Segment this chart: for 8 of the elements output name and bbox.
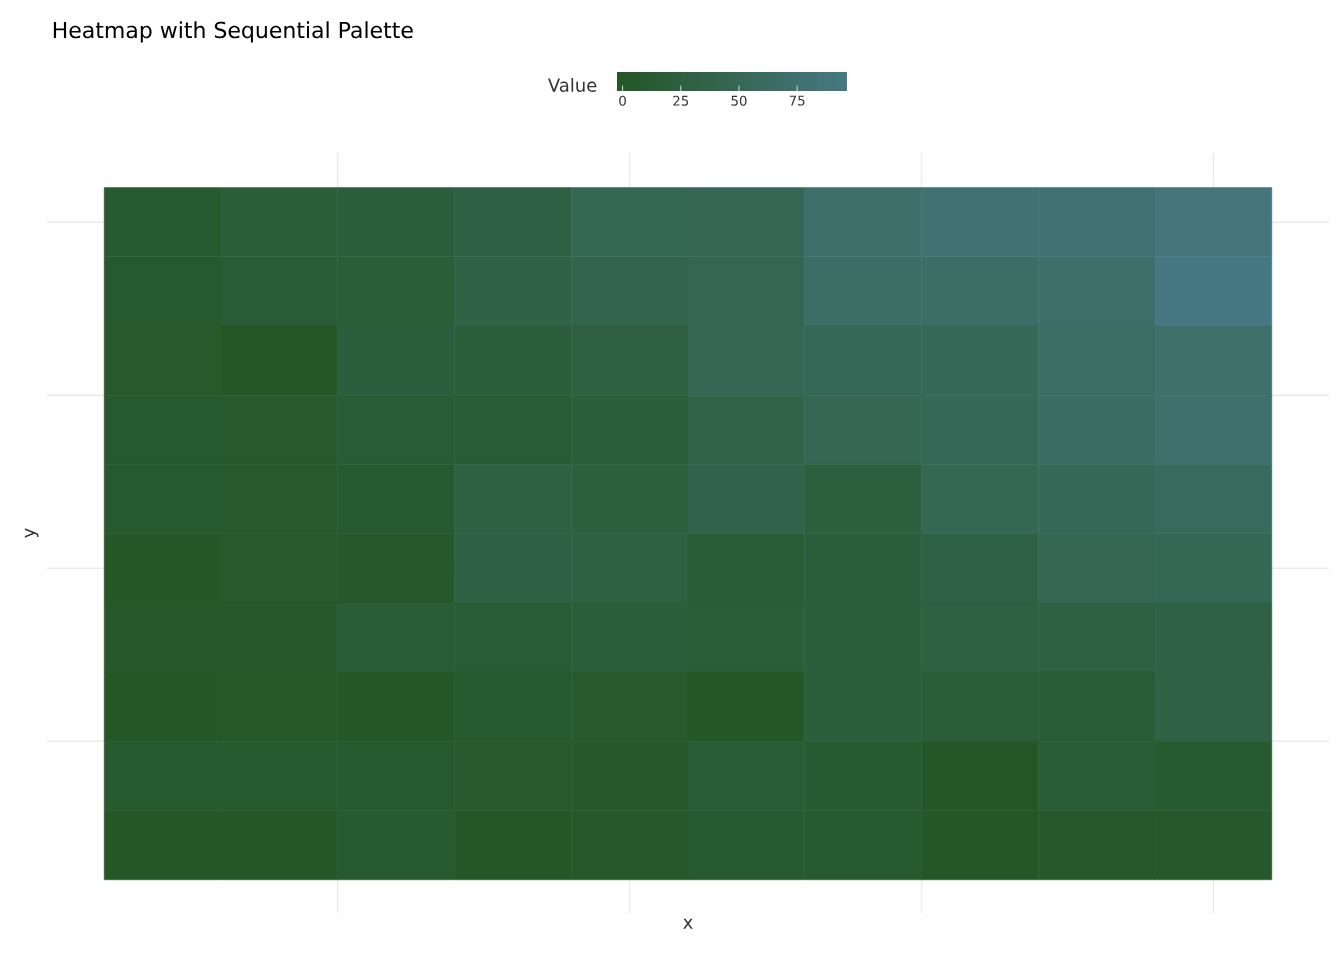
color-bar-label: 0 xyxy=(619,95,626,106)
color-bar-label: 50 xyxy=(731,95,747,106)
x-axis-title: x xyxy=(683,918,693,929)
color-bar-label: 25 xyxy=(673,95,689,106)
chart-title: Heatmap with Sequential Palette xyxy=(53,21,413,43)
color-bar-label: 75 xyxy=(789,95,805,106)
y-axis-title: y xyxy=(24,528,39,538)
color-bar-title: Value xyxy=(548,78,597,92)
